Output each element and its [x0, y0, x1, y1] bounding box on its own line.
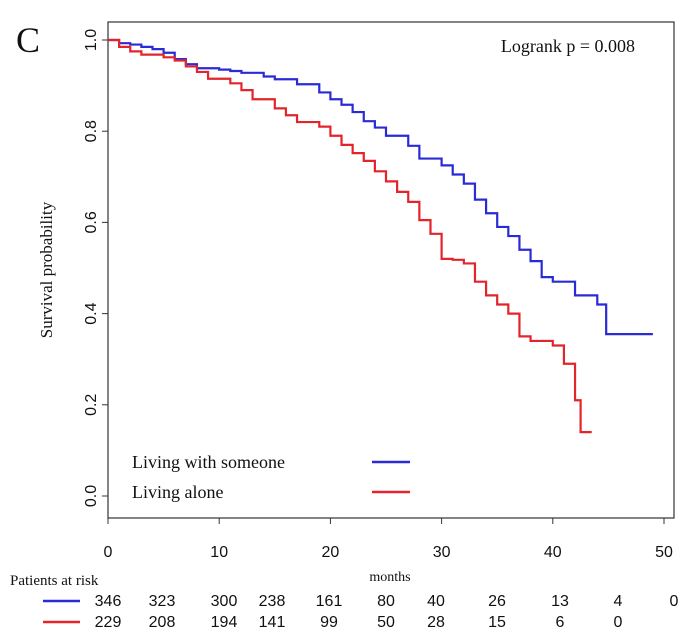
y-tick-label-3: 0.6 [83, 211, 100, 233]
risk-value-r0-c4: 161 [316, 593, 343, 610]
risk-value-r1-c3: 141 [259, 614, 286, 631]
x-tick-label-30: 30 [433, 544, 451, 561]
risk-value-r0-c9: 4 [614, 593, 623, 610]
x-tick-label-40: 40 [544, 544, 562, 561]
risk-value-r1-c2: 194 [211, 614, 238, 631]
series-group [108, 38, 653, 434]
legend: Living with someone Living alone [132, 452, 410, 502]
panel-label: C [16, 20, 40, 60]
risk-value-r0-c8: 13 [551, 593, 569, 610]
risk-value-r0-c10: 0 [670, 593, 679, 610]
risk-value-r0-c1: 323 [149, 593, 176, 610]
risk-value-r0-c6: 40 [427, 593, 445, 610]
risk-value-r1-c6: 28 [427, 614, 445, 631]
risk-value-r0-c0: 346 [95, 593, 122, 610]
logrank-annotation: Logrank p = 0.008 [501, 36, 635, 56]
risk-value-r1-c9: 0 [614, 614, 623, 631]
risk-value-r1-c1: 208 [149, 614, 176, 631]
y-tick-label-5: 1.0 [83, 29, 100, 51]
y-tick-label-0: 0.0 [83, 485, 100, 507]
y-tick-label-1: 0.2 [83, 394, 100, 416]
risk-value-r1-c5: 50 [377, 614, 395, 631]
x-tick-label-20: 20 [322, 544, 340, 561]
risk-value-r1-c4: 99 [320, 614, 338, 631]
x-axis-label: months [369, 570, 410, 585]
x-tick-label-10: 10 [210, 544, 228, 561]
x-tick-label-50: 50 [655, 544, 673, 561]
y-axis-label: Survival probability [37, 201, 56, 338]
x-tick-label-0: 0 [104, 544, 113, 561]
plot-frame [107, 21, 675, 519]
series-line-living-alone [108, 38, 592, 434]
risk-value-r0-c5: 80 [377, 593, 395, 610]
legend-label-1: Living alone [132, 482, 223, 502]
y-tick-label-4: 0.8 [83, 120, 100, 142]
risk-value-r0-c3: 238 [259, 593, 286, 610]
risk-value-r0-c7: 26 [488, 593, 506, 610]
axes: 0 10 20 30 40 50 0.0 0.2 0.4 0.6 0.8 1.0 [83, 29, 673, 561]
risk-value-r1-c7: 15 [488, 614, 506, 631]
y-tick-label-2: 0.4 [83, 302, 100, 324]
risk-table-label: Patients at risk [10, 573, 99, 589]
risk-value-r0-c2: 300 [211, 593, 238, 610]
series-line-living-with-someone [108, 38, 653, 336]
risk-value-r1-c0: 229 [95, 614, 122, 631]
risk-value-r1-c8: 6 [556, 614, 565, 631]
legend-label-0: Living with someone [132, 452, 285, 472]
